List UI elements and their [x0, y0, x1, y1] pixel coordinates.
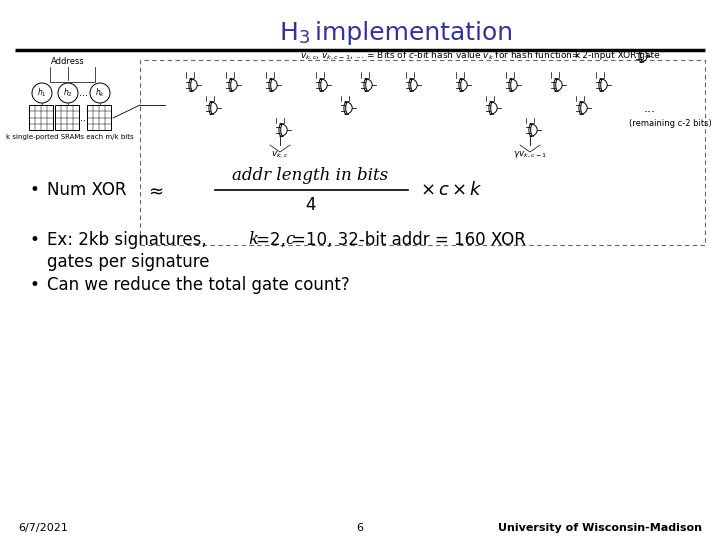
Text: = 2-input XOR gate: = 2-input XOR gate	[572, 51, 660, 60]
Text: ...: ...	[78, 88, 88, 98]
Text: University of Wisconsin-Madison: University of Wisconsin-Madison	[498, 523, 702, 533]
Text: k single-ported SRAMs each m/k bits: k single-ported SRAMs each m/k bits	[6, 134, 134, 140]
Circle shape	[58, 83, 78, 103]
Text: Can we reduce the total gate count?: Can we reduce the total gate count?	[47, 276, 350, 294]
Text: •: •	[30, 181, 40, 199]
Text: Ex: 2kb signatures,: Ex: 2kb signatures,	[47, 231, 212, 249]
Text: 3: 3	[299, 29, 310, 47]
Text: ...: ...	[644, 102, 656, 114]
Bar	[87, 105, 111, 130]
Text: $\gamma v_{k,c-1}$: $\gamma v_{k,c-1}$	[513, 150, 547, 160]
Text: Num XOR: Num XOR	[47, 181, 127, 199]
Circle shape	[32, 83, 52, 103]
Text: H: H	[280, 21, 299, 45]
Text: $v_{k,c}$: $v_{k,c}$	[271, 150, 289, 160]
Text: 6/7/2021: 6/7/2021	[18, 523, 68, 533]
Text: (remaining c-2 bits): (remaining c-2 bits)	[629, 119, 711, 129]
Text: $h_1$: $h_1$	[37, 87, 47, 99]
Text: $v_{k,c}$, $v_{k,c-1}$, ... = Bits of $c$-bit hash value $v_k$ for hash function: $v_{k,c}$, $v_{k,c-1}$, ... = Bits of $c…	[300, 50, 582, 62]
Text: $h_k$: $h_k$	[95, 87, 105, 99]
Bar	[29, 105, 53, 130]
Text: k: k	[248, 232, 258, 248]
Text: implementation: implementation	[307, 21, 513, 45]
Text: •: •	[30, 231, 40, 249]
Text: addr length in bits: addr length in bits	[232, 167, 388, 185]
Circle shape	[90, 83, 110, 103]
Bar	[140, 60, 705, 245]
Text: ..: ..	[80, 113, 86, 123]
Text: $\approx$: $\approx$	[145, 181, 163, 199]
Text: 6: 6	[356, 523, 364, 533]
Text: $\times\,c\times k$: $\times\,c\times k$	[420, 181, 483, 199]
Bar	[55, 105, 79, 130]
Text: =10, 32-bit addr = 160 XOR: =10, 32-bit addr = 160 XOR	[292, 231, 526, 249]
Text: gates per signature: gates per signature	[47, 253, 210, 271]
Text: 4: 4	[305, 196, 315, 214]
Text: c: c	[285, 232, 294, 248]
Text: Address: Address	[51, 57, 85, 66]
Text: •: •	[30, 276, 40, 294]
Text: =2,: =2,	[256, 231, 291, 249]
Text: $h_2$: $h_2$	[63, 87, 73, 99]
